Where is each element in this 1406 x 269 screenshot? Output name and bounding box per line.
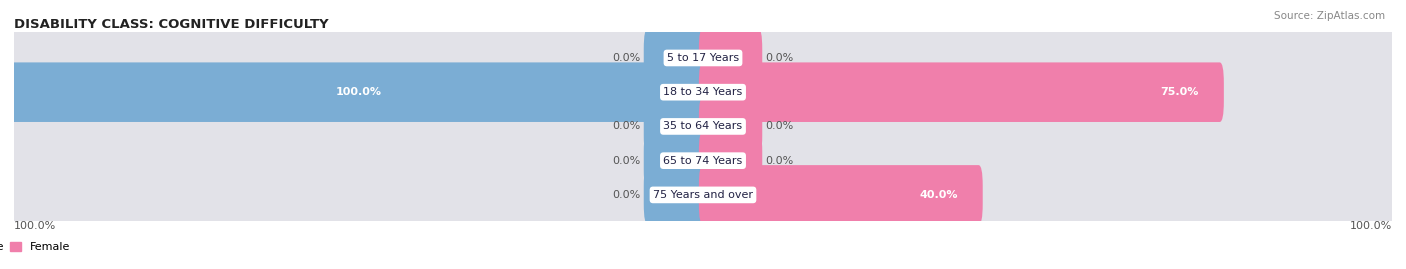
FancyBboxPatch shape	[8, 55, 709, 129]
FancyBboxPatch shape	[644, 28, 707, 88]
Bar	[14, 109, 1392, 144]
Text: 0.0%: 0.0%	[765, 156, 793, 166]
Text: DISABILITY CLASS: COGNITIVE DIFFICULTY: DISABILITY CLASS: COGNITIVE DIFFICULTY	[14, 17, 329, 31]
FancyBboxPatch shape	[8, 158, 709, 232]
FancyBboxPatch shape	[699, 131, 762, 190]
Legend: Male, Female: Male, Female	[0, 237, 75, 256]
Text: 0.0%: 0.0%	[765, 121, 793, 132]
FancyBboxPatch shape	[644, 165, 707, 225]
Bar	[14, 41, 1392, 75]
Text: 100.0%: 100.0%	[336, 87, 381, 97]
Text: 18 to 34 Years: 18 to 34 Years	[664, 87, 742, 97]
FancyBboxPatch shape	[10, 62, 707, 122]
Text: 0.0%: 0.0%	[613, 156, 641, 166]
Bar	[14, 178, 1392, 212]
Text: 0.0%: 0.0%	[613, 53, 641, 63]
FancyBboxPatch shape	[697, 89, 1398, 164]
Bar	[14, 144, 1392, 178]
Text: 75 Years and over: 75 Years and over	[652, 190, 754, 200]
FancyBboxPatch shape	[8, 21, 709, 95]
FancyBboxPatch shape	[8, 123, 709, 198]
Text: 5 to 17 Years: 5 to 17 Years	[666, 53, 740, 63]
FancyBboxPatch shape	[699, 97, 762, 156]
FancyBboxPatch shape	[644, 97, 707, 156]
FancyBboxPatch shape	[697, 158, 1398, 232]
Text: 0.0%: 0.0%	[765, 53, 793, 63]
FancyBboxPatch shape	[699, 165, 983, 225]
Text: 100.0%: 100.0%	[1350, 221, 1392, 231]
Text: Source: ZipAtlas.com: Source: ZipAtlas.com	[1274, 11, 1385, 21]
Text: 35 to 64 Years: 35 to 64 Years	[664, 121, 742, 132]
FancyBboxPatch shape	[697, 55, 1398, 129]
FancyBboxPatch shape	[699, 28, 762, 88]
FancyBboxPatch shape	[697, 21, 1398, 95]
Text: 100.0%: 100.0%	[14, 221, 56, 231]
FancyBboxPatch shape	[699, 62, 1223, 122]
Text: 0.0%: 0.0%	[613, 121, 641, 132]
Text: 65 to 74 Years: 65 to 74 Years	[664, 156, 742, 166]
Text: 40.0%: 40.0%	[920, 190, 957, 200]
Text: 0.0%: 0.0%	[613, 190, 641, 200]
FancyBboxPatch shape	[697, 123, 1398, 198]
Bar	[14, 75, 1392, 109]
Text: 75.0%: 75.0%	[1161, 87, 1199, 97]
FancyBboxPatch shape	[8, 89, 709, 164]
FancyBboxPatch shape	[644, 131, 707, 190]
